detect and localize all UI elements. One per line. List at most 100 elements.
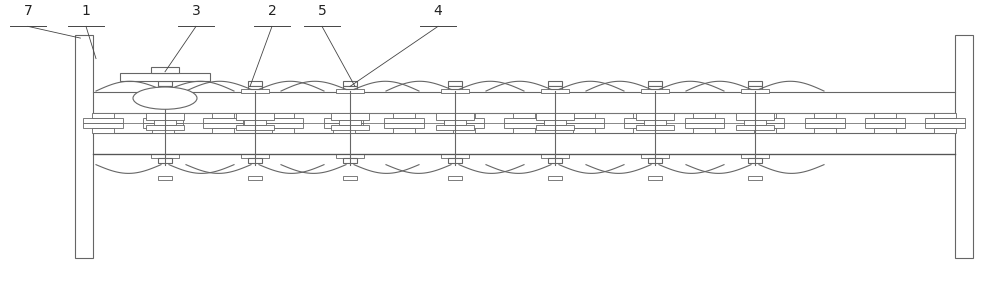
Bar [212, 113, 234, 118]
Bar [236, 125, 274, 130]
Bar [264, 118, 303, 123]
Bar [151, 89, 179, 93]
Bar [453, 113, 475, 118]
Bar [544, 120, 566, 125]
Bar [146, 125, 184, 130]
Bar [504, 118, 544, 123]
Bar [248, 81, 262, 86]
Bar [336, 89, 364, 93]
Bar [636, 125, 674, 130]
Bar [236, 113, 274, 120]
Bar [955, 35, 973, 258]
Bar [641, 89, 669, 93]
Bar [744, 120, 766, 125]
Bar [436, 113, 474, 120]
Bar [203, 118, 243, 123]
Bar [241, 154, 269, 158]
Bar [154, 120, 176, 125]
Bar [636, 113, 674, 120]
Bar [393, 113, 415, 118]
Bar [436, 125, 474, 130]
Bar [573, 128, 595, 133]
Bar [548, 158, 562, 163]
Bar [92, 128, 114, 133]
Bar [448, 86, 462, 91]
Bar [272, 113, 294, 118]
Bar [244, 120, 266, 125]
Bar [513, 113, 535, 118]
Bar [393, 128, 415, 133]
Bar [343, 158, 357, 163]
Bar [633, 128, 655, 133]
Bar [248, 86, 262, 91]
Bar [748, 86, 762, 91]
Bar [324, 118, 363, 123]
Bar [934, 128, 956, 133]
Bar [925, 118, 965, 123]
Bar [343, 176, 357, 180]
Bar [441, 89, 469, 93]
Bar [548, 81, 562, 86]
Bar [736, 113, 774, 120]
Bar [874, 113, 896, 118]
Bar [241, 89, 269, 93]
Bar [444, 120, 466, 125]
Text: 7: 7 [24, 4, 32, 18]
Bar [865, 123, 905, 128]
Bar [754, 113, 776, 118]
Bar [548, 86, 562, 91]
Bar [444, 118, 484, 123]
Text: 5: 5 [318, 4, 326, 18]
Bar [248, 158, 262, 163]
Bar [564, 123, 604, 128]
Bar [693, 113, 715, 118]
Bar [805, 123, 845, 128]
Bar [541, 89, 569, 93]
Bar [151, 154, 179, 158]
Bar [331, 113, 369, 120]
Bar [441, 154, 469, 158]
Bar [748, 81, 762, 86]
Bar [736, 125, 774, 130]
Ellipse shape [133, 87, 197, 109]
Bar [158, 176, 172, 180]
Text: 2: 2 [268, 4, 276, 18]
Bar [448, 176, 462, 180]
Bar [685, 118, 724, 123]
Bar [146, 113, 184, 120]
Bar [336, 154, 364, 158]
Bar [384, 123, 424, 128]
Bar [513, 128, 535, 133]
Bar [644, 120, 666, 125]
Bar [693, 128, 715, 133]
Bar [925, 123, 965, 128]
Bar [152, 113, 174, 118]
Bar [741, 154, 769, 158]
Bar [143, 123, 183, 128]
Bar [814, 113, 836, 118]
Bar [158, 158, 172, 163]
Bar [333, 113, 355, 118]
Bar [648, 176, 662, 180]
Bar [934, 113, 956, 118]
Text: 3: 3 [192, 4, 200, 18]
Bar [874, 128, 896, 133]
Bar [865, 118, 905, 123]
Bar [536, 113, 574, 120]
Bar [331, 125, 369, 130]
Bar [343, 81, 357, 86]
Bar [343, 86, 357, 91]
Bar [158, 86, 172, 91]
Bar [264, 123, 303, 128]
Bar [83, 123, 123, 128]
Bar [504, 123, 544, 128]
Bar [745, 123, 784, 128]
Bar [624, 123, 664, 128]
Bar [745, 118, 784, 123]
Bar [805, 118, 845, 123]
Text: 1: 1 [82, 4, 90, 18]
Bar [448, 158, 462, 163]
Bar [541, 154, 569, 158]
Bar [741, 89, 769, 93]
Bar [83, 118, 123, 123]
